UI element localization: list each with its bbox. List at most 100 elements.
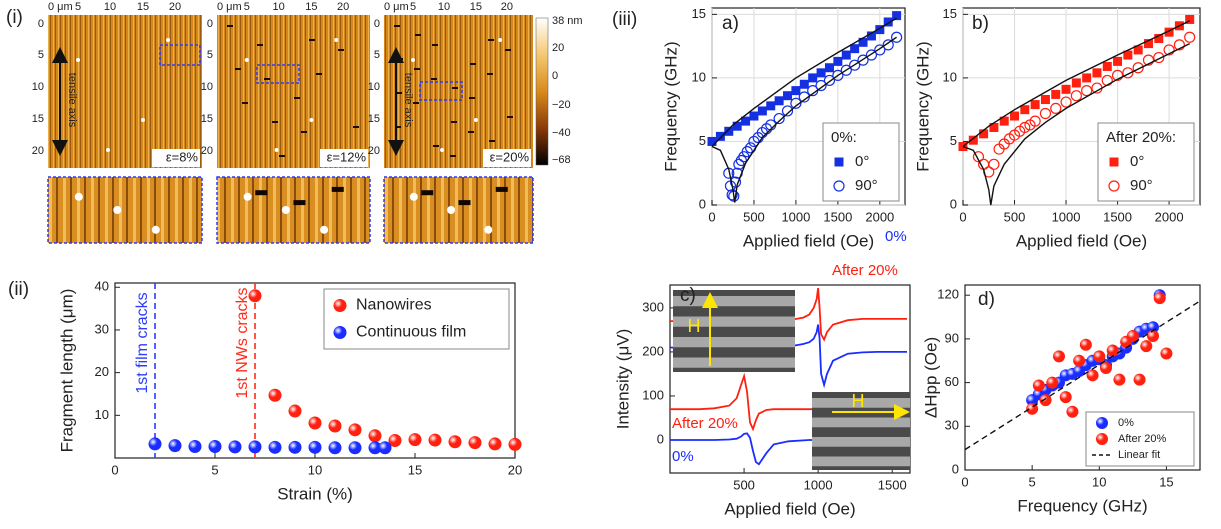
marker-square <box>707 136 717 146</box>
crack <box>397 58 403 60</box>
y-tick-label: 10 <box>95 407 109 422</box>
panel-label: d) <box>978 289 995 310</box>
series-label: After 20% <box>832 262 898 279</box>
marker-ball <box>168 439 182 453</box>
x-tick-label: 1000 <box>804 477 833 492</box>
roi-box <box>159 44 201 66</box>
y-tick-label: 30 <box>95 321 109 336</box>
marker-ball <box>268 440 282 454</box>
y-tick-label: 10 <box>692 69 706 84</box>
legend-label: Continuous film <box>356 324 466 341</box>
marker-circle <box>891 31 903 43</box>
marker-circle <box>1122 67 1134 79</box>
marker-square <box>979 129 989 139</box>
marker-ball <box>1079 338 1092 351</box>
crack <box>242 102 248 104</box>
x-tick-label: 0 <box>959 209 966 224</box>
marker-ball <box>1147 321 1159 334</box>
afm-y-tick: 5 <box>207 49 213 61</box>
legend-marker <box>1096 417 1108 429</box>
marker-circle <box>726 189 738 201</box>
particle <box>151 225 160 234</box>
y-tick-label: 0 <box>657 431 664 446</box>
legend-label: Nanowires <box>356 297 432 314</box>
legend-label: Linear fit <box>1118 449 1160 461</box>
tensile-label: tensile axis <box>402 73 414 128</box>
afm-y-tick: 20 <box>32 145 44 157</box>
marker-circle <box>1060 96 1072 108</box>
marker-circle <box>874 44 886 56</box>
x-tick-label: 10 <box>308 462 322 477</box>
afm-y-tick: 15 <box>32 113 44 125</box>
crack <box>279 155 285 157</box>
marker-square <box>824 63 834 73</box>
particle <box>409 192 418 201</box>
marker-circle <box>1153 51 1165 64</box>
y-tick-label: 5 <box>699 133 706 148</box>
afm-y-tick: 0 <box>207 18 213 30</box>
legend-marker <box>833 180 845 192</box>
marker-square <box>1020 105 1030 115</box>
legend-marker <box>1108 180 1120 192</box>
crack <box>255 190 268 196</box>
x-tick-label: 1500 <box>1103 209 1132 224</box>
marker-circle <box>1081 85 1093 97</box>
marker-square <box>1082 73 1092 83</box>
marker-circle <box>1111 69 1124 81</box>
y-tick-label: 40 <box>95 279 109 294</box>
marker-square <box>741 116 751 126</box>
marker-circle <box>1163 44 1175 56</box>
sem-wire <box>673 316 795 327</box>
afm-y-tick: 0 <box>38 18 44 30</box>
crack <box>272 121 278 123</box>
x-tick-label: 1000 <box>781 209 810 224</box>
panel-label: (iii) <box>612 9 637 30</box>
legend-marker <box>1096 433 1108 445</box>
marker-square <box>783 91 793 101</box>
afm-y-tick: 20 <box>368 145 380 157</box>
marker-ball <box>268 388 282 402</box>
marker-circle <box>729 176 742 188</box>
marker-ball <box>348 441 362 455</box>
x-tick-label: 5 <box>1029 474 1036 489</box>
colorbar-label: −68 <box>552 154 571 166</box>
panel-label: b) <box>972 13 989 34</box>
legend-title: After 20%: <box>1106 129 1176 146</box>
marker-ball <box>448 435 462 449</box>
marker-square <box>715 131 725 141</box>
marker-square <box>1185 14 1195 24</box>
marker-ball <box>1140 340 1153 353</box>
marker-square <box>1040 95 1050 105</box>
particle <box>320 225 329 234</box>
colorbar-label: −20 <box>552 99 571 111</box>
marker-ball <box>308 440 322 454</box>
marker-circle <box>849 59 861 71</box>
crack <box>394 25 400 27</box>
crack <box>294 97 300 99</box>
particle <box>447 206 456 214</box>
colorbar-label: 0 <box>552 70 558 82</box>
field-label: H <box>688 316 701 336</box>
marker-square <box>1102 61 1112 71</box>
afm-x-tick: 5 <box>410 1 416 13</box>
marker-ball <box>428 433 442 447</box>
marker-circle <box>840 64 852 76</box>
sem-wire <box>812 398 910 408</box>
y-tick-label: 120 <box>937 287 959 302</box>
marker-ball <box>1113 373 1126 386</box>
sem-wire <box>673 296 795 307</box>
marker-ball <box>1039 394 1052 407</box>
marker-square <box>1092 68 1102 78</box>
marker-ball <box>1100 362 1112 375</box>
marker-square <box>883 17 893 27</box>
marker-square <box>999 116 1009 126</box>
marker-circle <box>1132 62 1144 74</box>
marker-ball <box>1106 344 1119 357</box>
x-tick-label: 10 <box>1092 474 1106 489</box>
marker-ball <box>1046 376 1059 389</box>
marker-square <box>757 106 767 116</box>
marker-ball <box>468 436 482 450</box>
particle <box>281 206 290 214</box>
marker-square <box>1143 39 1153 49</box>
afm-x-tick: 10 <box>438 1 450 13</box>
